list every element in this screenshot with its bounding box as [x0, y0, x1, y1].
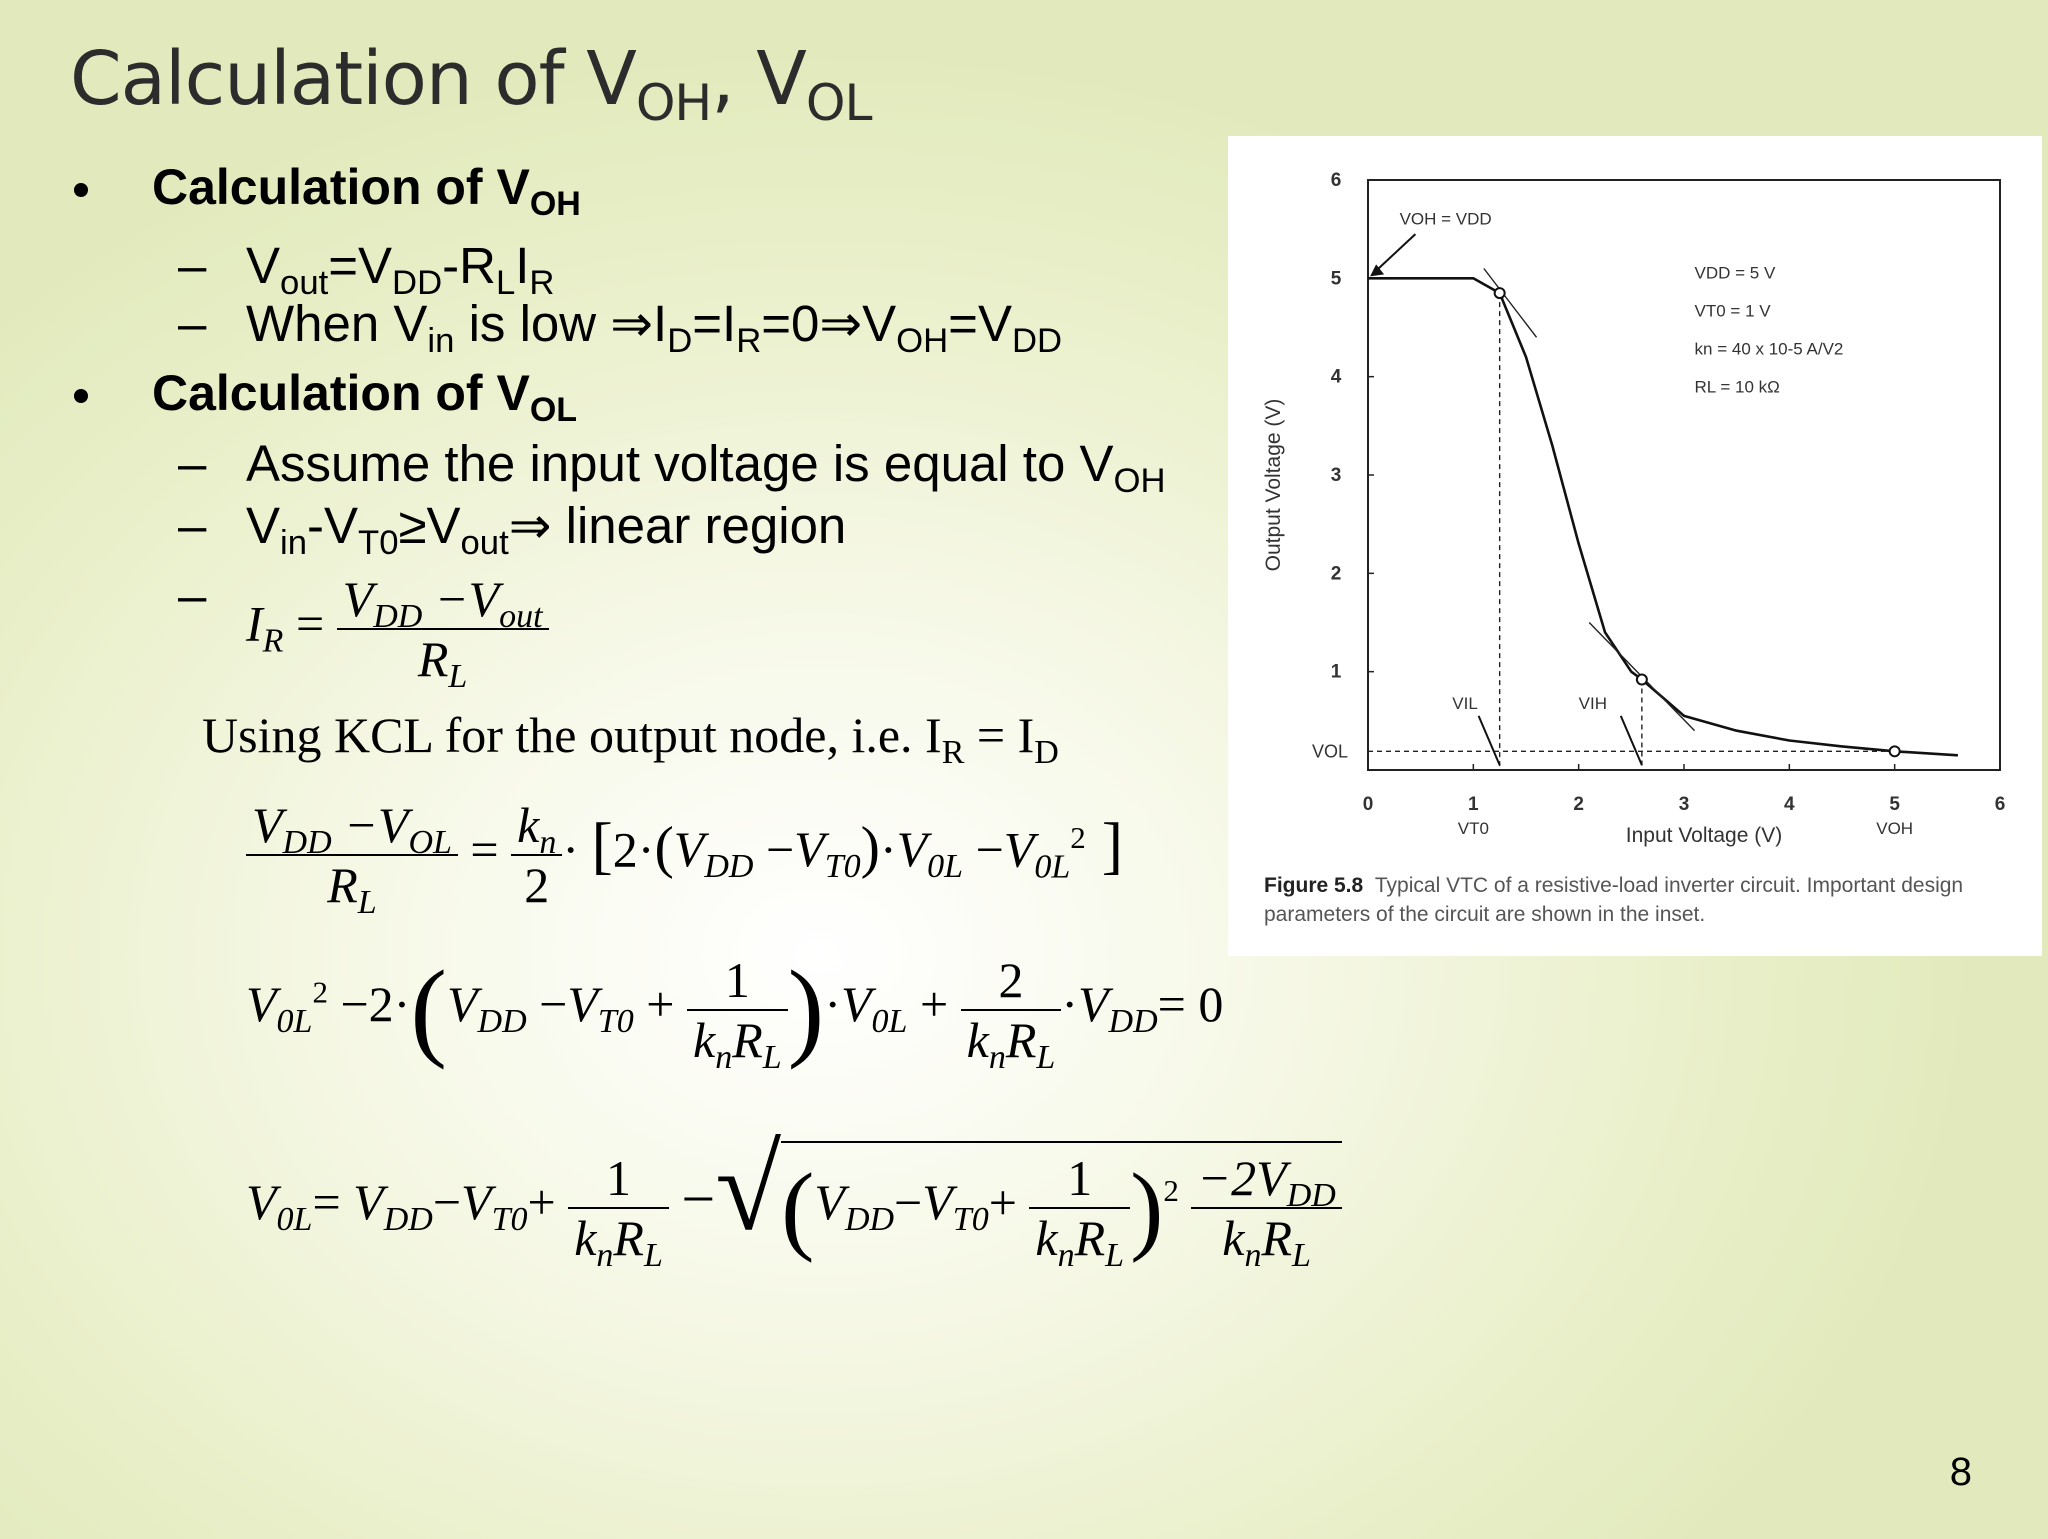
x-tick-label: 3 — [1679, 794, 1690, 815]
vout-equation: Vout=VDD-RLIR — [246, 237, 555, 303]
y-tick-label: 4 — [1331, 367, 1342, 388]
x-tick-label: 1 — [1468, 794, 1479, 815]
y-tick-label: 3 — [1331, 465, 1342, 486]
x-tick-label: 5 — [1889, 794, 1900, 815]
vt0-label: VT0 — [1458, 819, 1489, 838]
param-label: VT0 = 1 V — [1695, 301, 1772, 320]
param-label: VDD = 5 V — [1695, 263, 1776, 282]
x-tick-label: 4 — [1784, 794, 1795, 815]
voh-arrow — [1371, 233, 1417, 276]
dash: – — [178, 295, 207, 352]
voh-vdd-label: VOH = VDD — [1400, 209, 1492, 228]
dash: – — [178, 435, 207, 492]
vih-label: VIH — [1579, 694, 1607, 713]
dash: – — [178, 237, 207, 294]
page-number: 8 — [1949, 1450, 1972, 1494]
bullet-dot — [74, 389, 88, 403]
kcl-equation: VDD −VOL RL = kn 2 · [2·(VDD −VT0)·V0L −V0L… — [246, 796, 1123, 919]
assume-statement: Assume the input voltage is equal to VOH — [246, 435, 1166, 501]
figure-caption: Figure 5.8 Typical VTC of a resistive-lo… — [1264, 874, 1964, 926]
y-tick-label: 5 — [1331, 268, 1342, 289]
y-tick-label: 1 — [1331, 662, 1342, 683]
plot-frame — [1367, 179, 2001, 771]
marker-vih — [1635, 673, 1648, 686]
vin-low-statement: When Vin is low ⇒ID=IR=0⇒VOH=VDD — [246, 295, 1063, 361]
vol-solution-equation: V0L= VDD−VT0+ 1 knRL −√(VDD−VT0+ 1 knRL)2 … — [246, 1120, 1342, 1272]
vil-arrow — [1477, 715, 1501, 766]
bullet-vol-heading: Calculation of VOL — [152, 365, 578, 429]
bullet-voh-heading: Calculation of VOH — [152, 159, 581, 223]
voh-label: VOH — [1876, 819, 1913, 838]
vol-quadratic-equation: V0L2 −2·(VDD −VT0 + 1 knRL)·V0L + 2 knRL ·V… — [246, 948, 1224, 1076]
vih-arrow — [1619, 715, 1643, 766]
y-axis-label: Output Voltage (V) — [1262, 399, 1285, 572]
linear-region-statement: Vin-VT0≥Vout⇒ linear region — [246, 497, 847, 563]
vtc-curve — [1368, 277, 1958, 757]
param-label: RL = 10 kΩ — [1695, 377, 1780, 396]
param-label: kn = 40 x 10-5 A/V2 — [1695, 339, 1844, 358]
y-tick-label: 6 — [1331, 170, 1342, 191]
vtc-figure: 0 1 2 3 4 5 6 1 2 3 4 5 6 Input Voltage (V) Output Vol… — [1228, 136, 2042, 956]
vol-label: VOL — [1312, 741, 1348, 761]
y-tick-label: 2 — [1331, 563, 1342, 584]
slide-title: Calculation of VOH, VOL — [70, 36, 873, 133]
x-tick-label: 6 — [1995, 794, 2006, 815]
voh-arrowhead — [1370, 264, 1385, 277]
ir-formula: IR = VDD −Vout RL — [246, 570, 549, 693]
dash: – — [178, 567, 207, 624]
vtc-chart: 0 1 2 3 4 5 6 1 2 3 4 5 6 Input Voltage (V) Output Vol… — [1262, 170, 2006, 847]
vil-label: VIL — [1452, 694, 1478, 713]
kcl-statement: Using KCL for the output node, i.e. IR =… — [202, 707, 1059, 771]
dash: – — [178, 497, 207, 554]
x-axis-label: Input Voltage (V) — [1626, 824, 1782, 847]
bullet-dot — [74, 183, 88, 197]
x-tick-label: 0 — [1363, 794, 1374, 815]
marker-vol — [1888, 745, 1901, 758]
marker-vil — [1493, 287, 1506, 300]
x-tick-label: 2 — [1573, 794, 1584, 815]
vil-tangent-line — [1483, 268, 1538, 338]
